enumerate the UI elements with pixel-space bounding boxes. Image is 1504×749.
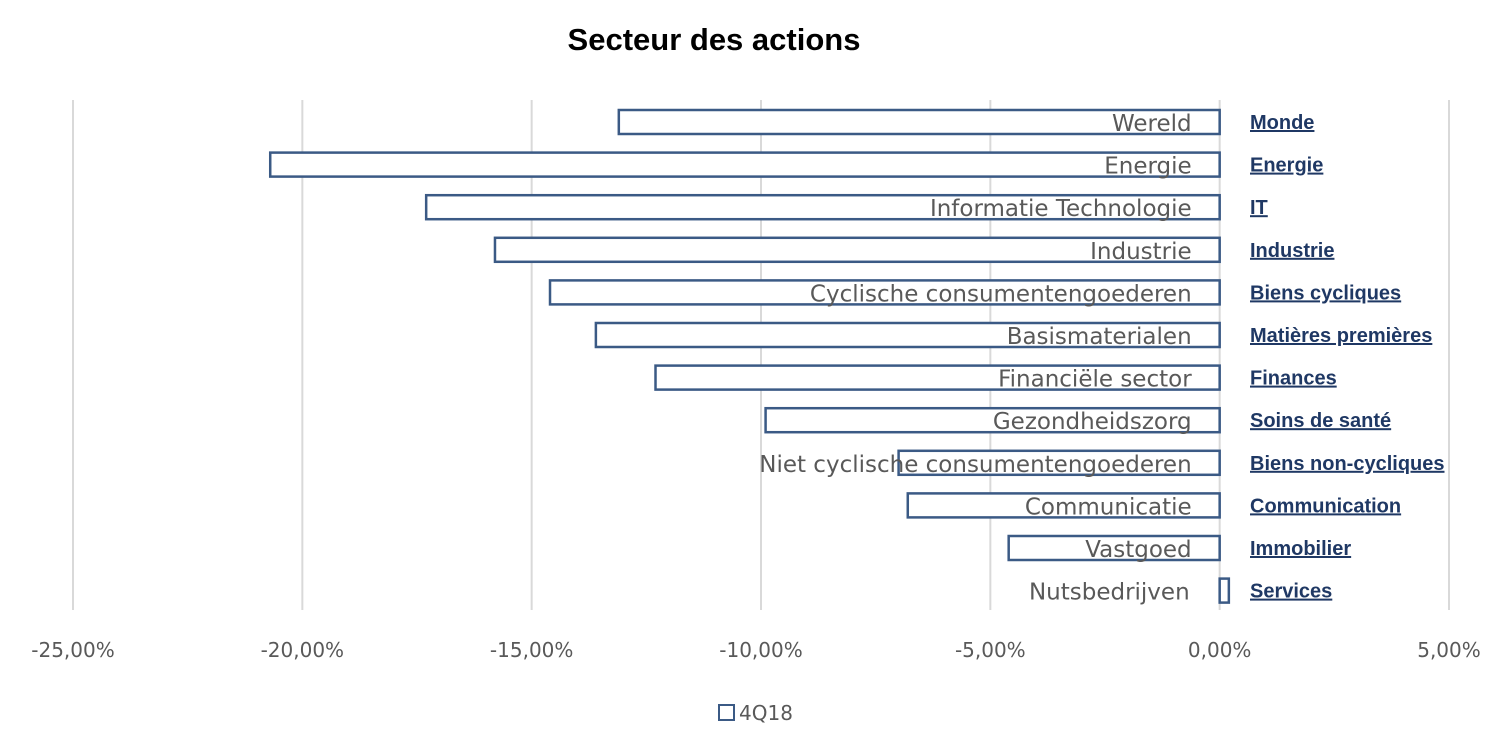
category-label: Cyclische consumentengoederen: [810, 281, 1192, 307]
chart-title: Secteur des actions: [568, 22, 861, 57]
french-category-label: Communication: [1250, 495, 1401, 517]
category-label: Gezondheidszorg: [993, 409, 1192, 435]
bar: [594, 321, 1221, 349]
category-label: Informatie Technologie: [930, 196, 1192, 222]
x-tick-label: 5,00%: [1417, 638, 1481, 662]
x-axis-tick-labels: -25,00% -20,00% -15,00% -10,00% -5,00% 0,00% 5…: [31, 638, 1481, 662]
x-tick-label: -20,00%: [261, 638, 344, 662]
bar: [493, 236, 1221, 264]
french-category-label: Finances: [1250, 368, 1337, 390]
french-category-label: Industrie: [1250, 240, 1334, 262]
bar: [548, 279, 1221, 306]
bar: [906, 492, 1221, 519]
french-category-label: Biens non-cycliques: [1250, 453, 1445, 475]
bar: [268, 151, 1221, 178]
bar: [1007, 534, 1221, 562]
french-category-label: Biens cycliques: [1250, 282, 1401, 304]
x-tick-label: -5,00%: [955, 638, 1026, 662]
category-label: Wereld: [1112, 111, 1192, 137]
french-category-label: Monde: [1250, 112, 1314, 134]
legend-label: 4Q18: [739, 701, 793, 725]
bar: [654, 364, 1221, 391]
category-label: Industrie: [1090, 239, 1192, 265]
legend: 4Q18: [718, 701, 793, 725]
category-label: Basismaterialen: [1007, 324, 1192, 350]
x-tick-label: -15,00%: [490, 638, 573, 662]
bar: [424, 193, 1221, 221]
french-category-label: Matières premières: [1250, 325, 1432, 347]
french-annotations: Monde Energie IT Industrie Biens cycliques Ma…: [1250, 112, 1445, 603]
category-label: Vastgoed: [1085, 537, 1191, 563]
bars: [268, 108, 1231, 604]
category-label: Communicatie: [1025, 494, 1192, 520]
category-labels: Wereld Energie Informatie Technologie Indus…: [759, 111, 1192, 606]
x-tick-label: 0,00%: [1188, 638, 1252, 662]
french-category-label: Immobilier: [1250, 538, 1351, 560]
bar: [897, 449, 1221, 477]
bar: [764, 406, 1221, 434]
bar: [1218, 577, 1231, 604]
french-category-label: Services: [1250, 581, 1332, 603]
bar: [617, 108, 1221, 136]
grid-lines: [72, 100, 1450, 610]
x-tick-label: -10,00%: [719, 638, 802, 662]
french-category-label: IT: [1250, 197, 1268, 219]
category-label: Financiële sector: [998, 367, 1192, 393]
french-category-label: Energie: [1250, 155, 1323, 177]
category-label: Energie: [1104, 154, 1191, 180]
french-category-label: Soins de santé: [1250, 410, 1391, 432]
category-label: Nutsbedrijven: [1029, 580, 1190, 606]
x-tick-label: -25,00%: [31, 638, 114, 662]
legend-swatch: [718, 704, 735, 721]
category-label: Niet cyclische consumentengoederen: [759, 452, 1191, 478]
